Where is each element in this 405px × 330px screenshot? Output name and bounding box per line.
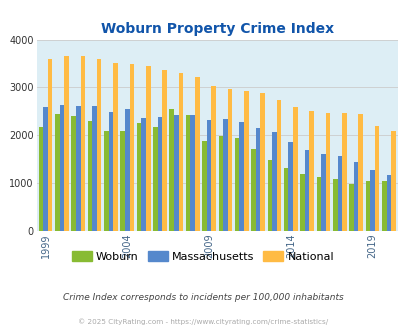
Bar [48,59,52,231]
Bar [276,100,281,231]
Bar [341,113,346,231]
Bar [353,162,358,231]
Bar [332,179,337,231]
Bar [97,59,101,231]
Bar [178,73,183,231]
Bar [386,175,390,231]
Bar [71,116,76,231]
Bar [190,115,194,231]
Bar [304,150,309,231]
Bar [374,126,378,231]
Legend: Woburn, Massachusetts, National: Woburn, Massachusetts, National [67,247,338,267]
Bar [218,136,222,231]
Bar [43,107,48,231]
Bar [288,143,292,231]
Bar [325,113,330,231]
Title: Woburn Property Crime Index: Woburn Property Crime Index [100,22,333,36]
Bar [157,117,162,231]
Bar [234,138,239,231]
Bar [129,64,134,231]
Bar [109,112,113,231]
Bar [145,66,150,231]
Text: © 2025 CityRating.com - https://www.cityrating.com/crime-statistics/: © 2025 CityRating.com - https://www.city… [78,318,327,325]
Bar [271,132,276,231]
Bar [292,107,297,231]
Bar [239,122,243,231]
Bar [267,160,271,231]
Bar [211,85,215,231]
Bar [76,106,80,231]
Bar [87,121,92,231]
Bar [300,174,304,231]
Bar [365,181,369,231]
Bar [120,131,125,231]
Bar [60,105,64,231]
Bar [255,128,260,231]
Bar [222,119,227,231]
Bar [38,127,43,231]
Bar [92,106,97,231]
Bar [243,91,248,231]
Bar [64,56,68,231]
Bar [206,120,211,231]
Bar [55,114,60,231]
Bar [369,170,374,231]
Bar [320,154,325,231]
Bar [337,156,341,231]
Bar [251,149,255,231]
Bar [202,141,206,231]
Bar [153,127,157,231]
Text: Crime Index corresponds to incidents per 100,000 inhabitants: Crime Index corresponds to incidents per… [62,292,343,302]
Bar [316,177,320,231]
Bar [194,78,199,231]
Bar [348,184,353,231]
Bar [136,123,141,231]
Bar [358,114,362,231]
Bar [185,115,190,231]
Bar [309,111,313,231]
Bar [104,130,109,231]
Bar [113,63,117,231]
Bar [390,130,395,231]
Bar [125,109,129,231]
Bar [283,168,288,231]
Bar [227,89,232,231]
Bar [141,118,145,231]
Bar [80,56,85,231]
Bar [169,109,174,231]
Bar [260,93,264,231]
Bar [381,181,386,231]
Bar [174,115,178,231]
Bar [162,70,166,231]
